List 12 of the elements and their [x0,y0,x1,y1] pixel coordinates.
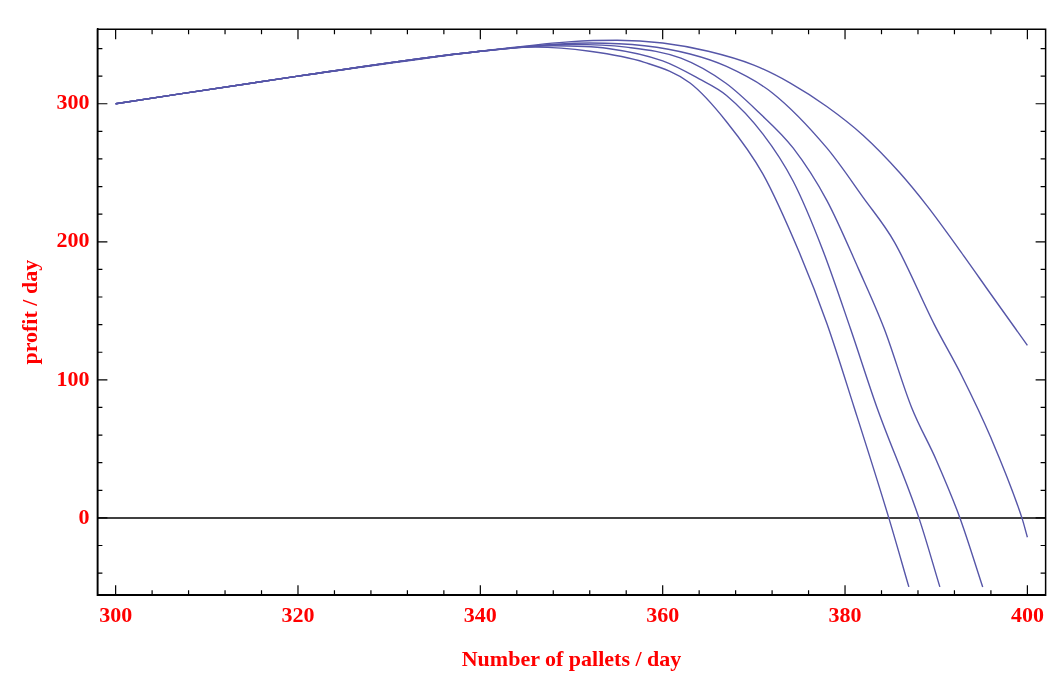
y-tick-label: 100 [56,365,90,391]
x-axis-title: Number of pallets / day [461,646,682,672]
x-tick-label: 340 [463,602,497,628]
x-tick-label: 320 [281,602,315,628]
y-tick-label: 300 [56,89,90,115]
x-tick-label: 360 [646,602,680,628]
y-tick-label: 200 [56,227,90,253]
x-tick-label: 300 [99,602,133,628]
y-tick-label: 0 [78,503,90,529]
x-tick-label: 400 [1010,602,1044,628]
y-axis-title: profit / day [16,259,42,365]
x-tick-label: 380 [828,602,862,628]
